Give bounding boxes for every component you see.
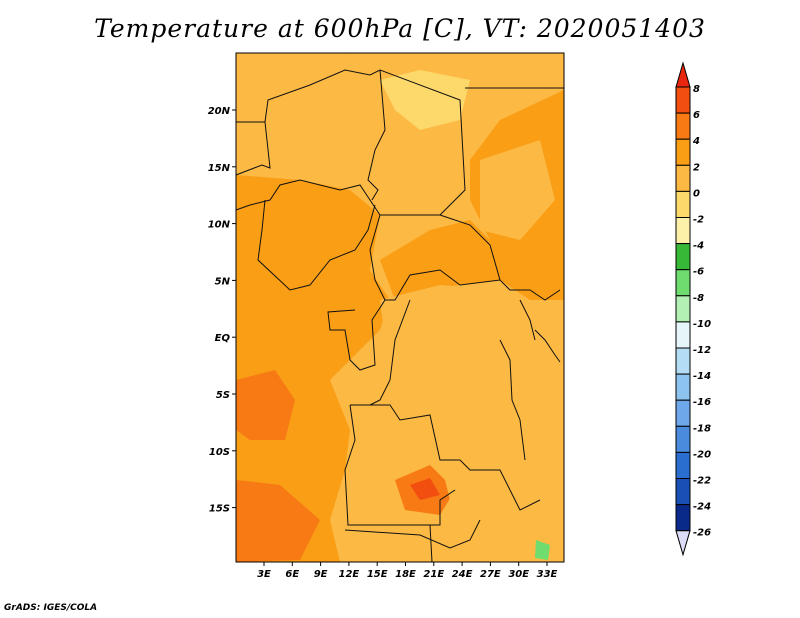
lon-tick-label: 18E xyxy=(395,569,416,580)
colorbar-segment xyxy=(675,190,691,218)
colorbar-label: -16 xyxy=(693,397,711,408)
colorbar-label: -8 xyxy=(693,293,704,304)
colorbar-label: -14 xyxy=(693,371,711,382)
colorbar-segment xyxy=(675,373,691,401)
lat-tick-label: 5S xyxy=(216,390,230,401)
colorbar-segment xyxy=(675,504,691,532)
colorbar-label: 6 xyxy=(693,110,700,121)
colorbar-segment xyxy=(675,164,691,192)
colorbar-label: -12 xyxy=(693,345,711,356)
lon-tick-label: 3E xyxy=(257,569,271,580)
colorbar-segment xyxy=(675,321,691,349)
colorbar-segment xyxy=(675,269,691,297)
colorbar: 8 6 4 2 0 -2 -4 -6 -8 -10 -12 -14 -16 -18 -20 -22 -24 -26 xyxy=(675,61,711,557)
colorbar-segment xyxy=(675,425,691,453)
colorbar-label: -4 xyxy=(693,241,704,252)
credit-text: GrADS: IGES/COLA xyxy=(4,603,98,613)
lat-tick-label: 15N xyxy=(208,163,231,174)
lat-tick-label: 15S xyxy=(209,504,230,515)
colorbar-label: -10 xyxy=(693,319,711,330)
colorbar-segment xyxy=(675,451,691,479)
colorbar-label: 8 xyxy=(693,84,700,95)
lat-tick-label: 20N xyxy=(208,106,231,117)
colorbar-segment xyxy=(675,243,691,271)
temperature-field xyxy=(236,53,564,562)
lon-tick-label: 30E xyxy=(508,569,529,580)
colorbar-label: 4 xyxy=(692,136,700,147)
colorbar-segment xyxy=(675,112,691,140)
lat-tick-label: 10N xyxy=(208,220,231,231)
colorbar-segment xyxy=(675,478,691,506)
colorbar-over-triangle xyxy=(675,61,691,88)
longitude-axis: 3E 6E 9E 12E 15E 18E 21E 24E 27E 30E 33E xyxy=(257,562,558,580)
colorbar-label: -22 xyxy=(693,476,711,487)
lon-tick-label: 27E xyxy=(480,569,501,580)
colorbar-label: -20 xyxy=(693,449,711,460)
lon-tick-label: 6E xyxy=(285,569,299,580)
map-title: Temperature at 600hPa [C], VT: 202005140… xyxy=(94,14,706,43)
colorbar-segment xyxy=(675,217,691,245)
colorbar-label: 2 xyxy=(693,162,700,173)
colorbar-label: -26 xyxy=(693,528,711,539)
lon-tick-label: 9E xyxy=(314,569,328,580)
lat-tick-label: 5N xyxy=(215,276,231,287)
map-frame xyxy=(235,52,565,563)
colorbar-segment xyxy=(675,347,691,375)
colorbar-label: -6 xyxy=(693,267,704,278)
lat-tick-label: EQ xyxy=(215,333,231,344)
colorbar-under-triangle xyxy=(675,530,691,557)
colorbar-segment xyxy=(675,295,691,323)
lon-tick-label: 33E xyxy=(537,569,558,580)
colorbar-label: -2 xyxy=(693,215,704,226)
lon-tick-label: 21E xyxy=(423,569,444,580)
lon-tick-label: 24E xyxy=(452,569,473,580)
colorbar-segment xyxy=(675,86,691,114)
colorbar-segment xyxy=(675,399,691,427)
colorbar-label: 0 xyxy=(693,188,700,199)
colorbar-label: -24 xyxy=(693,502,711,513)
lon-tick-label: 15E xyxy=(367,569,388,580)
colorbar-label: -18 xyxy=(693,423,711,434)
lon-tick-label: 12E xyxy=(339,569,360,580)
country-borders xyxy=(235,69,564,563)
latitude-axis: 20N 15N 10N 5N EQ 5S 10S 15S xyxy=(208,106,236,515)
lat-tick-label: 10S xyxy=(209,447,230,458)
colorbar-segment xyxy=(675,138,691,166)
